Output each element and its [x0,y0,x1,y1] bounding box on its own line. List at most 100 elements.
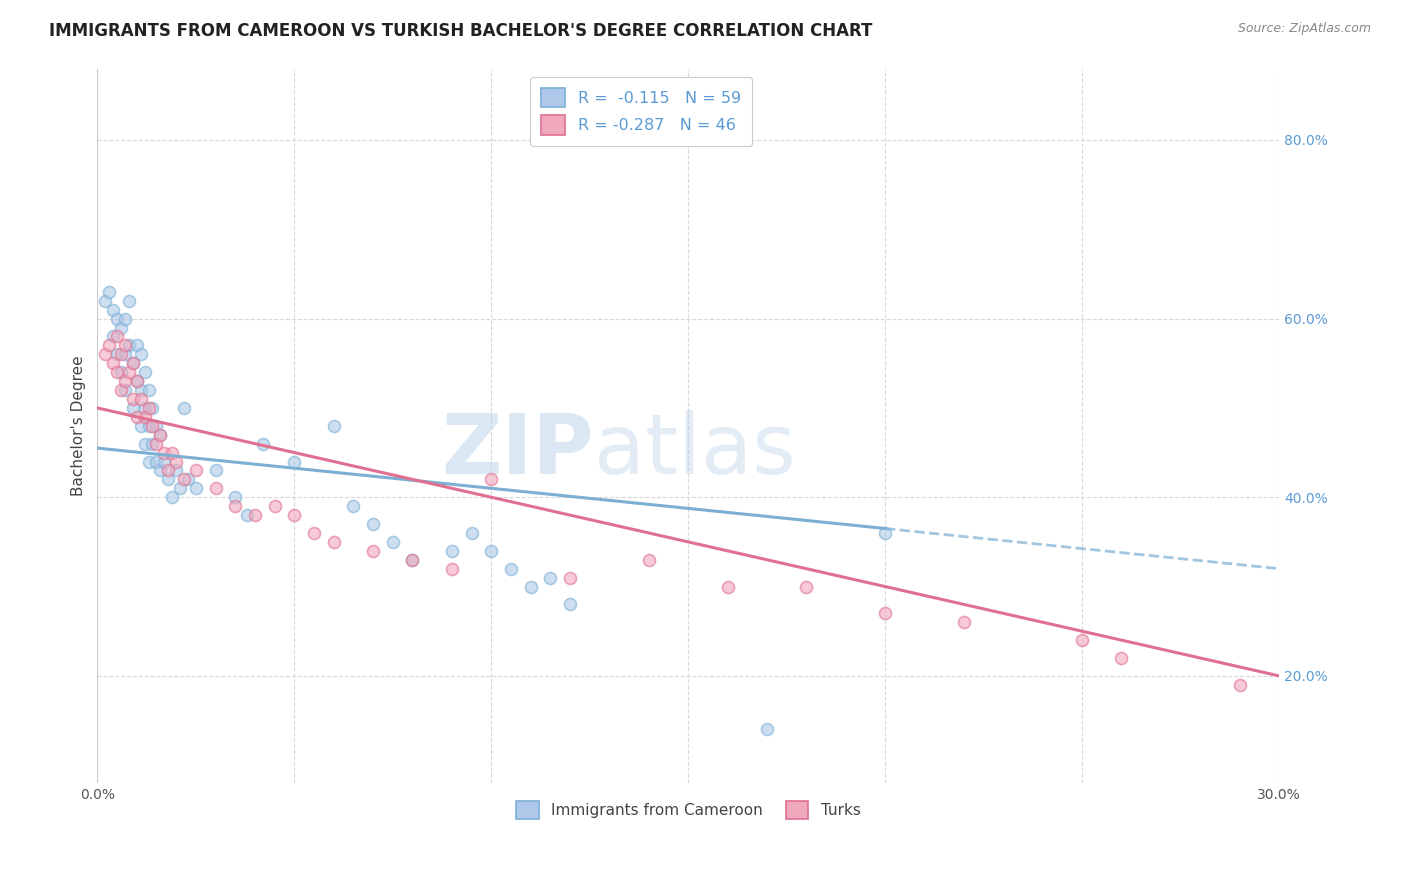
Y-axis label: Bachelor's Degree: Bachelor's Degree [72,356,86,496]
Text: ZIP: ZIP [441,410,593,491]
Point [118,338,141,352]
Point [114,347,136,361]
Point [1071,633,1094,648]
Point [110,365,132,379]
Point [283,454,305,468]
Point [114,311,136,326]
Point [125,374,148,388]
Point [322,534,344,549]
Text: Source: ZipAtlas.com: Source: ZipAtlas.com [1237,22,1371,36]
Point [252,436,274,450]
Point [169,481,191,495]
Point [134,365,156,379]
Point [153,454,176,468]
Point [1111,651,1133,665]
Point [361,516,384,531]
Point [263,499,285,513]
Point [157,463,180,477]
Point [157,472,180,486]
Point [153,445,176,459]
Point [149,427,172,442]
Point [105,347,128,361]
Point [243,508,266,522]
Point [118,293,141,308]
Point [184,481,207,495]
Point [755,723,778,737]
Point [138,454,160,468]
Point [101,302,124,317]
Point [499,562,522,576]
Point [121,401,143,415]
Point [173,472,195,486]
Point [173,401,195,415]
Point [105,329,128,343]
Legend: Immigrants from Cameroon, Turks: Immigrants from Cameroon, Turks [509,795,866,825]
Point [105,311,128,326]
Point [94,347,117,361]
Point [145,418,167,433]
Point [138,383,160,397]
Point [160,445,183,459]
Point [129,418,152,433]
Point [342,499,364,513]
Point [114,383,136,397]
Point [361,544,384,558]
Point [440,562,463,576]
Text: atlas: atlas [593,410,796,491]
Point [283,508,305,522]
Point [141,436,163,450]
Point [138,401,160,415]
Point [401,553,423,567]
Point [98,338,121,352]
Point [184,463,207,477]
Point [875,607,897,621]
Point [94,293,117,308]
Point [114,374,136,388]
Point [125,338,148,352]
Point [165,454,187,468]
Point [134,401,156,415]
Point [224,499,246,513]
Point [121,356,143,370]
Point [110,383,132,397]
Point [558,598,581,612]
Point [110,347,132,361]
Text: IMMIGRANTS FROM CAMEROON VS TURKISH BACHELOR'S DEGREE CORRELATION CHART: IMMIGRANTS FROM CAMEROON VS TURKISH BACH… [49,22,873,40]
Point [460,525,482,540]
Point [129,392,152,406]
Point [440,544,463,558]
Point [118,365,141,379]
Point [129,347,152,361]
Point [716,580,738,594]
Point [165,463,187,477]
Point [538,571,561,585]
Point [110,320,132,334]
Point [204,481,226,495]
Point [479,472,502,486]
Point [236,508,259,522]
Point [114,338,136,352]
Point [381,534,404,549]
Point [302,525,325,540]
Point [224,490,246,504]
Point [121,356,143,370]
Point [794,580,817,594]
Point [519,580,541,594]
Point [138,418,160,433]
Point [145,436,167,450]
Point [105,365,128,379]
Point [145,454,167,468]
Point [558,571,581,585]
Point [401,553,423,567]
Point [160,490,183,504]
Point [149,463,172,477]
Point [953,615,976,630]
Point [875,525,897,540]
Point [125,374,148,388]
Point [322,418,344,433]
Point [479,544,502,558]
Point [125,409,148,424]
Point [101,356,124,370]
Point [141,401,163,415]
Point [204,463,226,477]
